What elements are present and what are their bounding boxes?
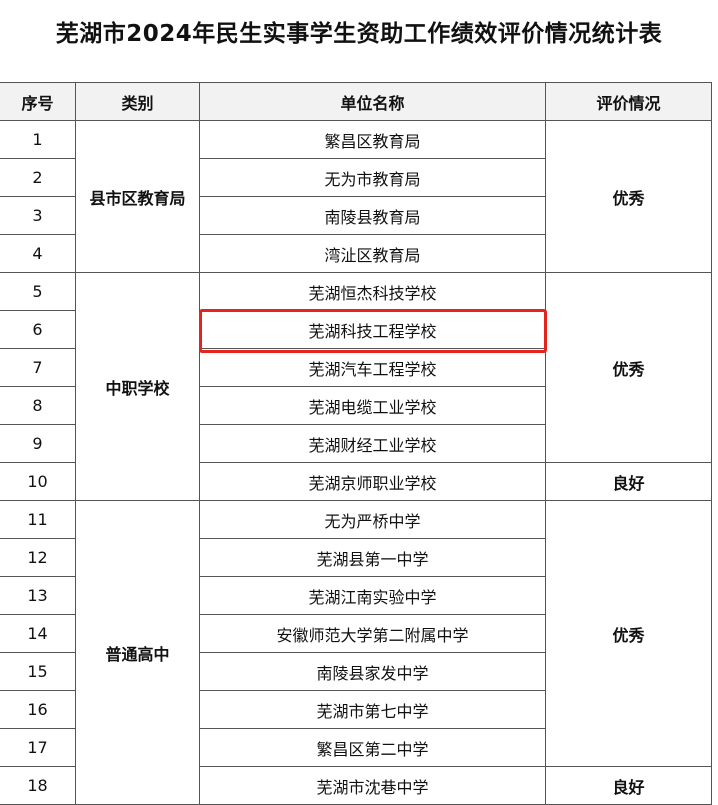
rating-cell: 良好 <box>545 462 712 501</box>
table-row: 11 普通高中 无为严桥中学 优秀 <box>0 500 712 805</box>
header-cell: 评价情况 <box>545 82 712 121</box>
row-number: 8 <box>0 386 76 425</box>
unit-name: 芜湖市沈巷中学 <box>199 766 546 805</box>
row-number: 12 <box>0 538 76 577</box>
unit-name: 南陵县教育局 <box>199 196 546 235</box>
highlight-box <box>199 309 547 353</box>
row-number: 6 <box>0 310 76 349</box>
table-row: 5 中职学校 芜湖恒杰科技学校 优秀 <box>0 272 712 501</box>
unit-name: 芜湖汽车工程学校 <box>199 348 546 387</box>
table-body: 1 县市区教育局 繁昌区教育局 优秀 2 无为市教育局 3 南陵县教育局 4 湾沚区教育局 5 中职学… <box>0 120 712 805</box>
table-row: 8 芜湖电缆工业学校 <box>0 386 712 425</box>
table-row: 15 南陵县家发中学 <box>0 652 712 691</box>
header-cell: 类别 <box>75 82 200 121</box>
unit-name: 芜湖恒杰科技学校 <box>199 272 546 311</box>
rating-cell: 优秀 <box>545 120 712 273</box>
row-number: 13 <box>0 576 76 615</box>
unit-name: 无为严桥中学 <box>199 500 546 539</box>
row-number: 2 <box>0 158 76 197</box>
rating-cell: 优秀 <box>545 272 712 463</box>
unit-name: 无为市教育局 <box>199 158 546 197</box>
unit-name: 湾沚区教育局 <box>199 234 546 273</box>
unit-name: 芜湖市第七中学 <box>199 690 546 729</box>
row-number: 5 <box>0 272 76 311</box>
table-row: 3 南陵县教育局 <box>0 196 712 235</box>
unit-name: 芜湖财经工业学校 <box>199 424 546 463</box>
table-row: 12 芜湖县第一中学 <box>0 538 712 577</box>
table-row: 17 繁昌区第二中学 <box>0 728 712 767</box>
unit-name: 南陵县家发中学 <box>199 652 546 691</box>
row-number: 4 <box>0 234 76 273</box>
row-number: 14 <box>0 614 76 653</box>
header-row: 序号 类别 单位名称 评价情况 <box>0 82 712 121</box>
unit-name: 芜湖电缆工业学校 <box>199 386 546 425</box>
row-number: 16 <box>0 690 76 729</box>
row-number: 15 <box>0 652 76 691</box>
table-row: 7 芜湖汽车工程学校 <box>0 348 712 387</box>
row-number: 7 <box>0 348 76 387</box>
table-row: 9 芜湖财经工业学校 <box>0 424 712 463</box>
row-number: 9 <box>0 424 76 463</box>
table: 序号 类别 单位名称 评价情况 1 县市区教育局 繁昌区教育局 优秀 2 无为市教育局 3 南陵县教… <box>0 82 712 805</box>
table-row: 16 芜湖市第七中学 <box>0 690 712 729</box>
table-row: 13 芜湖江南实验中学 <box>0 576 712 615</box>
unit-name: 繁昌区教育局 <box>199 120 546 159</box>
rating-cell: 良好 <box>545 766 712 805</box>
row-number: 17 <box>0 728 76 767</box>
category-cell: 中职学校 <box>75 272 200 501</box>
header-cell: 序号 <box>0 82 76 121</box>
rating-cell: 优秀 <box>545 500 712 767</box>
unit-name: 芜湖江南实验中学 <box>199 576 546 615</box>
unit-name: 安徽师范大学第二附属中学 <box>199 614 546 653</box>
row-number: 11 <box>0 500 76 539</box>
row-number: 18 <box>0 766 76 805</box>
category-cell: 县市区教育局 <box>75 120 200 273</box>
table-row: 1 县市区教育局 繁昌区教育局 优秀 <box>0 120 712 273</box>
header-cell: 单位名称 <box>199 82 546 121</box>
row-number: 3 <box>0 196 76 235</box>
unit-name: 繁昌区第二中学 <box>199 728 546 767</box>
row-number: 10 <box>0 462 76 501</box>
unit-name: 芜湖京师职业学校 <box>199 462 546 501</box>
title: 芜湖市2024年民生实事学生资助工作绩效评价情况统计表 <box>55 21 663 47</box>
unit-name: 芜湖县第一中学 <box>199 538 546 577</box>
row-number: 1 <box>0 120 76 159</box>
table-row: 4 湾沚区教育局 <box>0 234 712 273</box>
category-cell: 普通高中 <box>75 500 200 805</box>
